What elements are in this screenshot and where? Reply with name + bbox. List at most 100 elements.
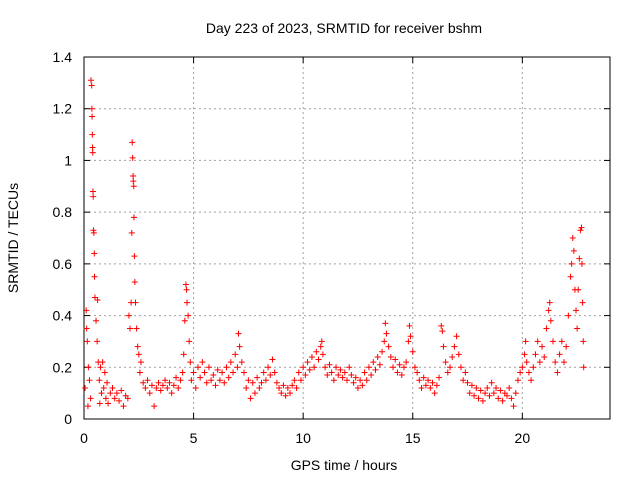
data-point bbox=[134, 343, 141, 350]
data-point bbox=[471, 392, 478, 399]
data-point bbox=[503, 392, 510, 399]
y-tick-label: 1.2 bbox=[53, 101, 73, 117]
data-point bbox=[276, 384, 283, 391]
data-point bbox=[352, 374, 359, 381]
data-point bbox=[379, 348, 386, 355]
data-point bbox=[304, 359, 311, 366]
data-point bbox=[381, 338, 388, 345]
data-point bbox=[118, 387, 125, 394]
data-point bbox=[234, 364, 241, 371]
data-point bbox=[374, 353, 381, 360]
data-point bbox=[113, 390, 120, 397]
data-point bbox=[132, 299, 139, 306]
y-tick-label: 0.2 bbox=[53, 359, 73, 375]
data-point bbox=[199, 359, 206, 366]
data-point bbox=[539, 343, 546, 350]
data-point bbox=[409, 348, 416, 355]
data-point bbox=[308, 353, 315, 360]
data-point bbox=[269, 356, 276, 363]
data-point bbox=[339, 374, 346, 381]
data-point bbox=[328, 369, 335, 376]
data-point bbox=[577, 227, 584, 234]
data-point bbox=[236, 343, 243, 350]
data-point bbox=[130, 183, 137, 190]
data-point bbox=[148, 382, 155, 389]
data-point bbox=[102, 395, 109, 402]
x-tick-label: 0 bbox=[80, 430, 88, 446]
x-tick-label: 5 bbox=[190, 430, 198, 446]
data-point bbox=[411, 364, 418, 371]
data-point bbox=[88, 105, 95, 112]
y-tick-labels: 0 0.2 0.4 0.6 0.8 1 1.2 1.4 bbox=[53, 49, 73, 427]
data-point bbox=[302, 372, 309, 379]
data-point bbox=[94, 338, 101, 345]
data-point bbox=[82, 384, 89, 391]
data-point bbox=[359, 382, 366, 389]
data-point bbox=[271, 369, 278, 376]
data-point bbox=[407, 333, 414, 340]
data-point bbox=[468, 382, 475, 389]
data-point bbox=[86, 377, 93, 384]
data-point bbox=[235, 330, 242, 337]
data-point bbox=[550, 338, 557, 345]
y-tick-label: 0 bbox=[64, 411, 72, 427]
data-point bbox=[361, 369, 368, 376]
data-point bbox=[188, 377, 195, 384]
data-point bbox=[89, 144, 96, 151]
data-point bbox=[573, 307, 580, 314]
data-point bbox=[473, 384, 480, 391]
data-point bbox=[400, 364, 407, 371]
data-point bbox=[420, 374, 427, 381]
data-point bbox=[151, 403, 158, 410]
data-point bbox=[438, 322, 445, 329]
data-point bbox=[567, 273, 574, 280]
data-point bbox=[576, 255, 583, 262]
data-point bbox=[346, 364, 353, 371]
data-point bbox=[125, 312, 132, 319]
data-point bbox=[546, 299, 553, 306]
data-point bbox=[238, 359, 245, 366]
data-point bbox=[330, 377, 337, 384]
data-point bbox=[109, 384, 116, 391]
data-point bbox=[267, 372, 274, 379]
data-point bbox=[406, 322, 413, 329]
data-point bbox=[431, 390, 438, 397]
data-point bbox=[578, 224, 585, 231]
data-point bbox=[135, 351, 142, 358]
data-point bbox=[436, 374, 443, 381]
data-point bbox=[105, 400, 112, 407]
data-point bbox=[223, 364, 230, 371]
data-point bbox=[185, 312, 192, 319]
data-point bbox=[376, 361, 383, 368]
data-point bbox=[183, 286, 190, 293]
data-point bbox=[365, 364, 372, 371]
data-point bbox=[166, 379, 173, 386]
data-point bbox=[295, 369, 302, 376]
data-point bbox=[84, 403, 91, 410]
data-point bbox=[350, 379, 357, 386]
data-point bbox=[405, 338, 412, 345]
data-point bbox=[230, 369, 237, 376]
data-point bbox=[521, 351, 528, 358]
data-point bbox=[545, 307, 552, 314]
data-point bbox=[153, 384, 160, 391]
data-point bbox=[319, 351, 326, 358]
data-point bbox=[89, 149, 96, 156]
data-point bbox=[164, 384, 171, 391]
data-point bbox=[530, 364, 537, 371]
data-point bbox=[493, 384, 500, 391]
data-point bbox=[512, 390, 519, 397]
data-point bbox=[254, 374, 261, 381]
y-tick-label: 0.8 bbox=[53, 204, 73, 220]
data-point bbox=[120, 403, 127, 410]
data-point bbox=[184, 299, 191, 306]
data-point bbox=[390, 364, 397, 371]
data-point bbox=[101, 369, 108, 376]
data-point bbox=[90, 193, 97, 200]
data-point bbox=[579, 299, 586, 306]
data-point bbox=[260, 369, 267, 376]
data-point bbox=[385, 343, 392, 350]
data-point bbox=[580, 338, 587, 345]
data-point bbox=[129, 139, 136, 146]
